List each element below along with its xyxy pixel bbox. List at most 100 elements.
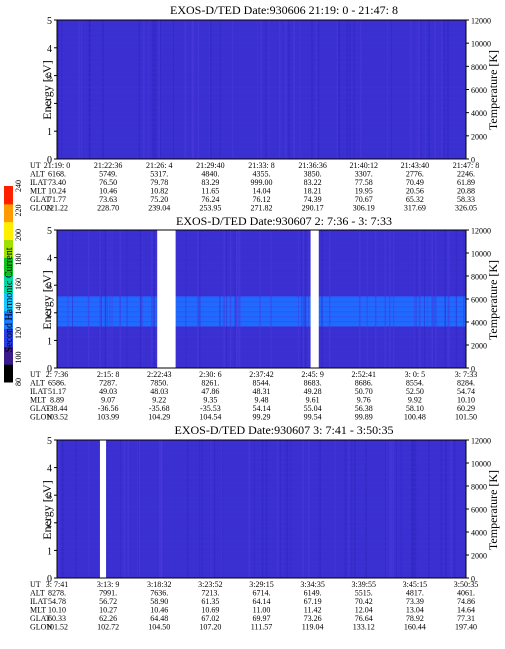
panel-3-ephemeris-table: UT 3: 7:41 3:13: 9 3:18:32 3:23:52 3:29:15 3:3… <box>30 580 478 632</box>
ephemeris-value: 9.61 <box>306 396 320 405</box>
ephemeris-value: 69.97 <box>253 614 271 623</box>
ephemeris-value: 326.05 <box>455 204 477 213</box>
texture-streak <box>239 230 241 368</box>
right-tick-label: 2000 <box>471 342 487 351</box>
texture-streak <box>319 440 321 578</box>
texture-streak <box>418 20 420 159</box>
panel-3-title: EXOS-D/TED Date:930607 3: 7:41 - 3:50:35 <box>175 423 394 437</box>
texture-streak <box>104 230 107 368</box>
ephemeris-value: 2:37:42 <box>249 370 273 379</box>
right-tick-label: 6000 <box>471 506 487 515</box>
right-tick-label: 4000 <box>471 529 487 538</box>
ephemeris-value: 306.19 <box>353 204 375 213</box>
texture-streak <box>173 20 174 159</box>
texture-streak <box>412 440 415 578</box>
texture-streak <box>201 440 203 578</box>
ephemeris-value: 7636. <box>150 589 168 598</box>
ephemeris-value: 76.24 <box>201 195 219 204</box>
texture-streak <box>307 230 309 368</box>
ephemeris-row-label: GLON <box>30 623 52 632</box>
texture-stripe <box>57 301 466 303</box>
panel-1-ticks: 0 1 2 3 4 5 0 2000 4000 6000 8000 10000 12000 <box>47 16 491 166</box>
colorbar-swatch <box>4 221 13 240</box>
ephemeris-value: 3: 7:41 <box>46 580 68 589</box>
texture-streak <box>197 230 199 368</box>
texture-streak <box>419 20 422 159</box>
ephemeris-value: 99.89 <box>355 413 373 422</box>
ephemeris-value: 79.78 <box>150 178 168 187</box>
spectrogram-panel-3: EXOS-D/TED Date:930607 3: 7:41 - 3:50:35… <box>30 423 500 632</box>
texture-stripe <box>57 306 466 308</box>
texture-streak <box>353 20 355 159</box>
texture-streak <box>440 440 442 578</box>
ephemeris-value: 2:15: 8 <box>97 370 119 379</box>
right-tick-label: 10000 <box>471 250 491 259</box>
texture-stripe <box>57 345 466 347</box>
colorbar-swatch <box>4 292 13 312</box>
panel-1-ephemeris-table: UT 21:19: 0 21:22:36 21:26: 4 21:29:40 21:33:… <box>30 161 479 213</box>
ephemeris-value: 21:36:36 <box>298 161 326 170</box>
y-tick-label: 5 <box>47 16 52 27</box>
texture-streak <box>315 20 318 159</box>
ephemeris-value: 14.04 <box>253 187 271 196</box>
texture-stripe <box>57 496 466 498</box>
ephemeris-value: 111.57 <box>251 623 272 632</box>
texture-stripe <box>57 536 466 538</box>
texture-streak <box>265 20 267 159</box>
texture-stripe <box>57 565 466 567</box>
ephemeris-value: 8544. <box>253 379 271 388</box>
ephemeris-value: 10.10 <box>48 606 66 615</box>
ephemeris-value: 8683. <box>304 379 322 388</box>
texture-streak <box>152 20 155 159</box>
y-tick-label: 5 <box>47 226 52 237</box>
texture-stripe <box>57 326 466 328</box>
texture-streak <box>257 20 258 159</box>
ephemeris-value: 21:33: 8 <box>248 161 274 170</box>
texture-streak <box>344 440 347 578</box>
ephemeris-value: 9.76 <box>357 396 371 405</box>
y-tick-label: 0 <box>47 364 52 375</box>
texture-stripe <box>57 531 466 533</box>
y-tick-label: 1 <box>47 336 52 347</box>
texture-stripe <box>57 316 466 318</box>
texture-stripe <box>57 106 466 108</box>
texture-streak <box>375 230 377 368</box>
ephemeris-row-label: GLAT <box>30 195 51 204</box>
ephemeris-value: 13.04 <box>406 606 424 615</box>
texture-stripe <box>57 291 466 293</box>
texture-streak <box>219 20 221 159</box>
colorbar-tick-label: 240 <box>14 180 23 192</box>
y-tick-label: 2 <box>47 99 52 110</box>
panel-3-y-axis-label: Energy [eV] <box>40 480 54 539</box>
panel-2-title: EXOS-D/TED Date:930607 2: 7:36 - 3: 7:33 <box>176 214 392 228</box>
texture-streak <box>450 440 452 578</box>
ephemeris-value: 239.04 <box>148 204 170 213</box>
ephemeris-value: 3: 7:33 <box>455 370 477 379</box>
y-tick-label: 1 <box>47 546 52 557</box>
texture-stripe <box>57 92 466 93</box>
colorbar-tick-label: 120 <box>14 327 23 339</box>
colorbar-swatch <box>4 275 13 294</box>
panel-2-y-axis-label: Energy [eV] <box>40 270 54 329</box>
texture-streak <box>158 20 160 159</box>
ephemeris-value: 253.95 <box>199 204 221 213</box>
ephemeris-value: 20.56 <box>406 187 424 196</box>
texture-streak <box>88 440 90 578</box>
ephemeris-value: 54.74 <box>457 387 475 396</box>
texture-streak <box>111 230 113 368</box>
ephemeris-value: 7287. <box>99 379 117 388</box>
texture-streak <box>389 230 391 368</box>
ephemeris-value: 56.38 <box>355 404 373 413</box>
texture-streak <box>445 440 447 578</box>
texture-streak <box>428 440 430 578</box>
texture-streak <box>78 20 80 159</box>
ephemeris-value: 10.27 <box>99 606 117 615</box>
texture-streak <box>143 20 145 159</box>
ephemeris-value: 104.54 <box>199 413 221 422</box>
texture-streak <box>444 230 446 368</box>
ephemeris-value: -35.68 <box>149 404 170 413</box>
texture-stripe <box>57 96 466 98</box>
texture-streak <box>151 230 153 368</box>
ephemeris-row-label: UT <box>30 370 41 379</box>
texture-streak <box>67 230 69 368</box>
